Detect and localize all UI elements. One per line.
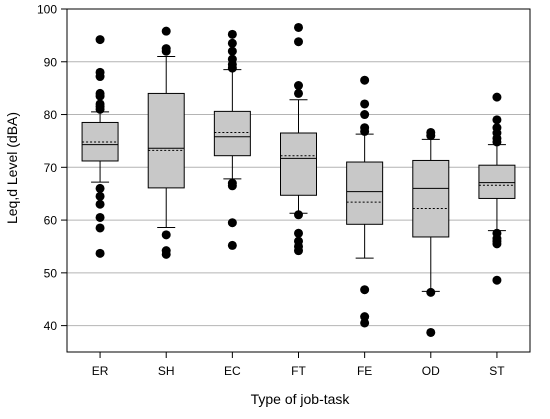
x-tick-label: ST bbox=[489, 364, 505, 378]
y-axis-label: Leq,d Level (dBA) bbox=[4, 112, 20, 224]
y-tick-label: 50 bbox=[44, 266, 58, 280]
outlier-point bbox=[95, 191, 105, 201]
y-tick-label: 70 bbox=[44, 161, 58, 175]
x-tick-label: ER bbox=[92, 364, 109, 378]
outlier-point bbox=[95, 91, 105, 101]
outlier-point bbox=[492, 92, 502, 102]
outlier-point bbox=[360, 110, 370, 120]
x-tick-label: EC bbox=[224, 364, 241, 378]
outlier-point bbox=[95, 248, 105, 258]
x-tick-label: SH bbox=[158, 364, 175, 378]
outlier-point bbox=[360, 75, 370, 85]
y-tick-label: 100 bbox=[37, 3, 57, 17]
box-EC bbox=[213, 110, 251, 157]
outlier-point bbox=[294, 81, 303, 91]
outlier-point bbox=[360, 99, 370, 109]
outlier-point bbox=[294, 22, 303, 32]
outlier-point bbox=[227, 46, 237, 56]
outlier-point bbox=[95, 199, 105, 209]
outlier-point bbox=[227, 240, 237, 250]
outlier-point bbox=[227, 181, 237, 191]
outlier-point bbox=[95, 104, 105, 114]
y-tick-label: 40 bbox=[44, 319, 58, 333]
outlier-point bbox=[360, 285, 370, 295]
outlier-point bbox=[95, 212, 105, 222]
outlier-point bbox=[492, 239, 502, 249]
x-tick-label: FT bbox=[291, 364, 306, 378]
outlier-point bbox=[161, 230, 171, 240]
outlier-point bbox=[95, 35, 105, 45]
box-FE bbox=[346, 161, 384, 225]
outlier-point bbox=[294, 88, 303, 98]
x-tick-label: FE bbox=[357, 364, 372, 378]
x-tick-label: OD bbox=[422, 364, 440, 378]
outlier-point bbox=[161, 249, 171, 259]
box-FT bbox=[280, 132, 317, 196]
box-SH bbox=[147, 92, 185, 189]
y-tick-label: 80 bbox=[44, 108, 58, 122]
outlier-point bbox=[227, 218, 237, 228]
outlier-point bbox=[227, 29, 237, 39]
outlier-point bbox=[426, 327, 436, 337]
outlier-point bbox=[95, 72, 105, 82]
x-axis-label: Type of job-task bbox=[251, 391, 351, 407]
outlier-point bbox=[95, 183, 105, 193]
outlier-point bbox=[227, 38, 237, 48]
outlier-point bbox=[294, 228, 303, 238]
outlier-point bbox=[426, 287, 436, 297]
y-tick-label: 60 bbox=[44, 214, 58, 228]
y-tick-label: 90 bbox=[44, 55, 58, 69]
outlier-point bbox=[360, 318, 370, 328]
box-OD bbox=[412, 159, 450, 238]
outlier-point bbox=[492, 115, 502, 125]
outlier-point bbox=[227, 63, 237, 73]
outlier-point bbox=[294, 210, 303, 220]
outlier-point bbox=[95, 223, 105, 233]
outlier-point bbox=[161, 46, 171, 56]
outlier-point bbox=[294, 37, 303, 47]
outlier-point bbox=[426, 131, 436, 141]
outlier-point bbox=[294, 246, 303, 256]
outlier-point bbox=[360, 312, 370, 322]
outlier-point bbox=[360, 126, 370, 136]
outlier-point bbox=[161, 26, 171, 36]
outlier-point bbox=[492, 275, 502, 285]
box-ST bbox=[478, 164, 516, 199]
outlier-point bbox=[492, 137, 502, 147]
